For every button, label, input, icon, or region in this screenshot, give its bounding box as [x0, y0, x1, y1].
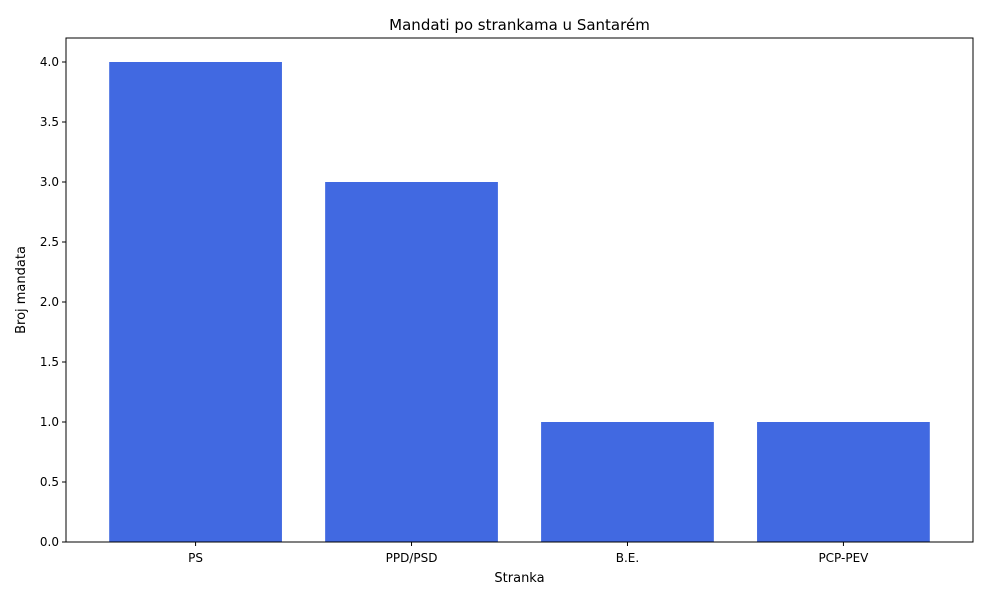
y-axis-ticks: 0.0 0.5 1.0 1.5 2.0 2.5 3.0 3.5 4.0	[40, 55, 66, 549]
x-tick-label: PCP-PEV	[818, 551, 869, 565]
bar-ppd-psd	[325, 182, 498, 542]
y-tick-label: 0.5	[40, 475, 59, 489]
y-tick-label: 0.0	[40, 535, 59, 549]
x-axis-label: Stranka	[494, 571, 544, 586]
x-axis-ticks: PS PPD/PSD B.E. PCP-PEV	[188, 542, 869, 565]
x-tick-label: PPD/PSD	[386, 551, 438, 565]
y-axis-label: Broj mandata	[14, 246, 29, 334]
chart-title: Mandati po strankama u Santarém	[389, 16, 650, 34]
y-tick-label: 4.0	[40, 55, 59, 69]
y-tick-label: 3.5	[40, 115, 59, 129]
y-tick-label: 1.0	[40, 415, 59, 429]
y-tick-label: 1.5	[40, 355, 59, 369]
bar-ps	[109, 62, 282, 542]
plot-frame	[65, 37, 974, 543]
x-tick-label: PS	[188, 551, 203, 565]
bar-pcp-pev	[757, 422, 930, 542]
bar-b-e-	[541, 422, 714, 542]
x-tick-label: B.E.	[616, 551, 639, 565]
y-tick-label: 2.5	[40, 235, 59, 249]
y-tick-label: 3.0	[40, 175, 59, 189]
bars-layer	[109, 62, 930, 542]
y-tick-label: 2.0	[40, 295, 59, 309]
